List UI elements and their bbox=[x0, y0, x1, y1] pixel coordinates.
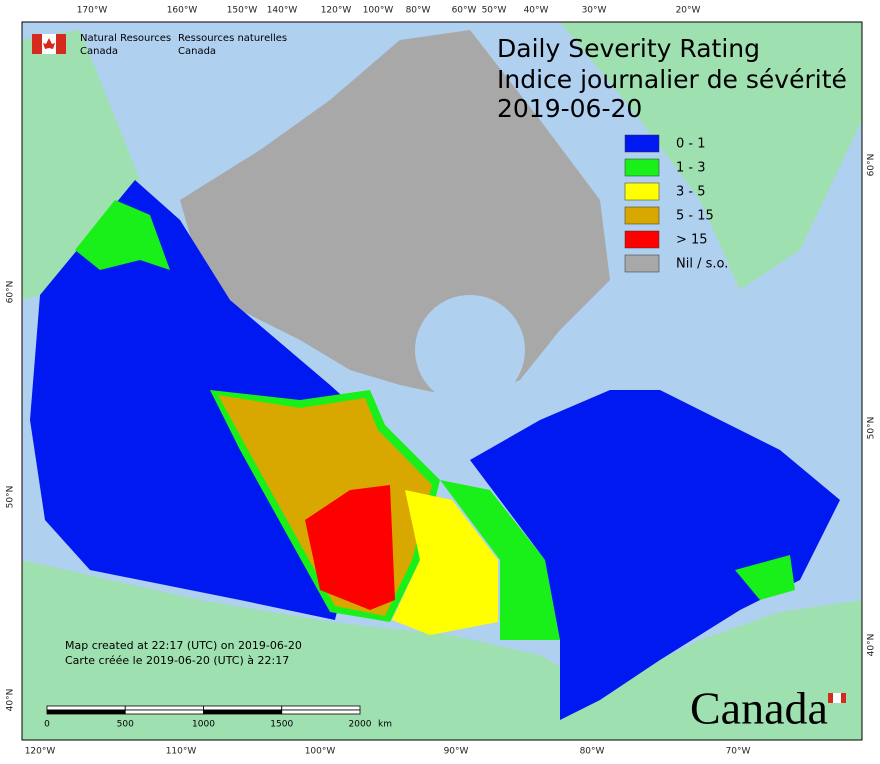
legend-label: Nil / s.o. bbox=[676, 257, 728, 272]
agency-en: Canada bbox=[80, 46, 118, 57]
lon-label: 170°W bbox=[77, 6, 108, 16]
legend-swatch bbox=[624, 134, 660, 153]
scale-label: 500 bbox=[117, 720, 134, 730]
lon-label: 70°W bbox=[726, 747, 751, 757]
legend-swatch bbox=[624, 230, 660, 249]
scale-label: 0 bbox=[44, 720, 50, 730]
scale-label: 1500 bbox=[270, 720, 293, 730]
lon-label: 120°W bbox=[25, 747, 56, 757]
lat-label: 50°N bbox=[867, 417, 877, 440]
scale-segment bbox=[281, 709, 361, 715]
agency-en: Natural Resources bbox=[80, 33, 171, 44]
legend-label: > 15 bbox=[676, 233, 708, 248]
lat-label: 60°N bbox=[867, 154, 877, 177]
lat-label: 40°N bbox=[6, 689, 16, 712]
scale-segment bbox=[46, 705, 126, 711]
lon-label: 80°W bbox=[580, 747, 605, 757]
frame bbox=[21, 21, 863, 741]
greenland bbox=[560, 22, 862, 290]
lon-label: 30°W bbox=[582, 6, 607, 16]
legend-swatch bbox=[624, 206, 660, 225]
hudson-bay bbox=[415, 295, 525, 405]
lon-label: 20°W bbox=[676, 6, 701, 16]
legend-label: 1 - 3 bbox=[676, 161, 706, 176]
legend-swatch bbox=[624, 158, 660, 177]
ontario-moderate bbox=[440, 480, 560, 640]
legend: 0 - 1 1 - 3 3 - 5 5 - 15 > 15 Nil / s.o. bbox=[624, 134, 728, 273]
scale-segment bbox=[203, 709, 283, 715]
lon-label: 150°W bbox=[227, 6, 258, 16]
legend-swatch bbox=[624, 254, 660, 273]
lon-label: 120°W bbox=[321, 6, 352, 16]
lat-label: 50°N bbox=[6, 486, 16, 509]
east-low bbox=[470, 390, 840, 720]
scale-segment bbox=[281, 705, 361, 711]
legend-label: 0 - 1 bbox=[676, 137, 706, 152]
wordmark: Canada bbox=[690, 683, 828, 734]
extreme bbox=[305, 485, 395, 610]
scale-segment bbox=[124, 705, 204, 711]
lat-label: 60°N bbox=[6, 281, 16, 304]
scale-label: 2000 bbox=[349, 720, 372, 730]
lon-label: 110°W bbox=[166, 747, 197, 757]
date: 2019-06-20 bbox=[497, 94, 642, 123]
wordmark-flag bbox=[828, 693, 846, 703]
lon-label: 60°W bbox=[452, 6, 477, 16]
lon-label: 40°W bbox=[524, 6, 549, 16]
created-fr: Carte créée le 2019-06-20 (UTC) à 22:17 bbox=[65, 654, 289, 667]
agency-fr: Ressources naturelles bbox=[178, 33, 287, 44]
lon-label: 50°W bbox=[482, 6, 507, 16]
scale-segment bbox=[46, 709, 126, 715]
agency-fr: Canada bbox=[178, 46, 216, 57]
created-en: Map created at 22:17 (UTC) on 2019-06-20 bbox=[65, 639, 302, 652]
legend-label: 3 - 5 bbox=[676, 185, 706, 200]
scale-unit: km bbox=[378, 720, 392, 730]
scale-segment bbox=[124, 709, 204, 715]
lon-label: 90°W bbox=[444, 747, 469, 757]
scale-segment bbox=[203, 705, 283, 711]
scale-bar: 0 500 1000 1500 2000 km bbox=[44, 705, 392, 730]
lon-label: 80°W bbox=[406, 6, 431, 16]
legend-label: 5 - 15 bbox=[676, 209, 714, 224]
alaska bbox=[22, 30, 140, 300]
legend-swatch bbox=[624, 182, 660, 201]
subtitle: Indice journalier de sévérité bbox=[497, 65, 847, 94]
flag bbox=[32, 34, 66, 54]
lat-label: 40°N bbox=[867, 634, 877, 657]
lon-label: 100°W bbox=[305, 747, 336, 757]
lon-label: 140°W bbox=[267, 6, 298, 16]
ontario-yellow bbox=[392, 490, 498, 635]
maritimes-moderate bbox=[735, 555, 795, 600]
lon-label: 100°W bbox=[363, 6, 394, 16]
lon-label: 160°W bbox=[167, 6, 198, 16]
title: Daily Severity Rating bbox=[497, 34, 760, 63]
usa bbox=[22, 560, 862, 740]
scale-label: 1000 bbox=[192, 720, 215, 730]
yukon-moderate bbox=[75, 200, 170, 270]
